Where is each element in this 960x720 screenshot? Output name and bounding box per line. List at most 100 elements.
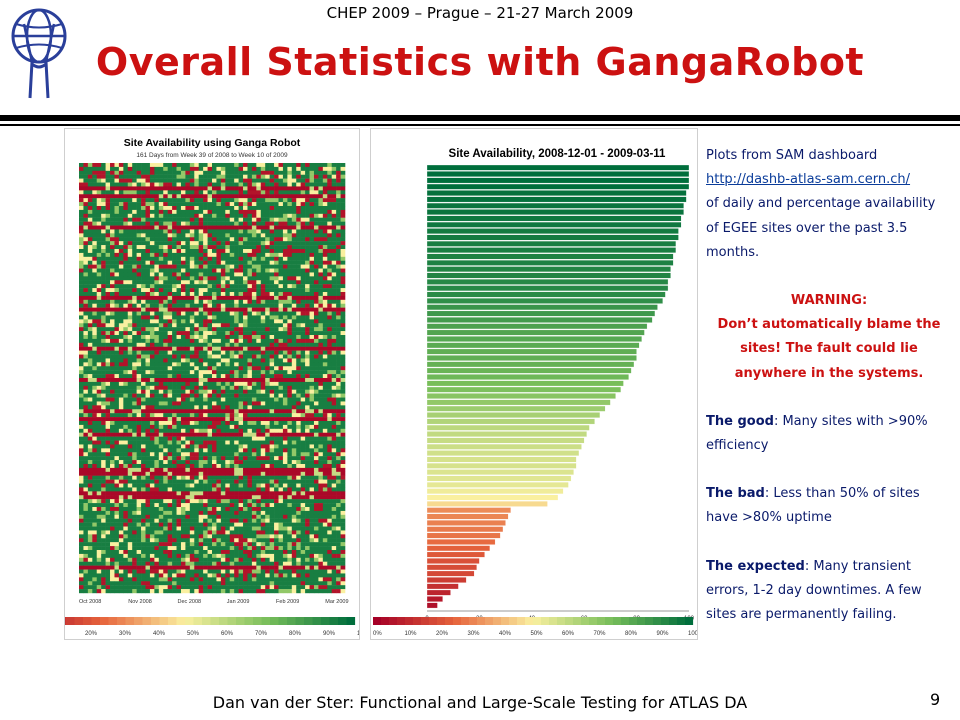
heatmap-cell (132, 475, 137, 480)
heatmap-cell (212, 335, 217, 340)
heatmap-cell (269, 424, 275, 430)
heatmap-cell (189, 346, 195, 351)
heatmap-cell (83, 307, 89, 312)
heatmap-cell (274, 378, 279, 383)
heatmap-cell (141, 225, 146, 230)
heatmap-cell (198, 471, 204, 476)
heatmap-cell (101, 366, 106, 371)
heatmap-cell (105, 256, 111, 261)
heatmap-cell (331, 424, 337, 430)
heatmap-cell (92, 303, 98, 308)
heatmap-cell (300, 295, 306, 301)
heatmap-cell (158, 198, 164, 203)
heatmap-cell (282, 432, 288, 437)
heatmap-cell (101, 421, 106, 426)
heatmap-cell (278, 483, 284, 488)
heatmap-cell (336, 397, 341, 402)
heatmap-cell (247, 374, 253, 379)
heatmap-cell (260, 307, 266, 312)
heatmap-cell (172, 424, 177, 430)
heatmap-cell (305, 381, 310, 387)
heatmap-cell (141, 178, 146, 183)
heatmap-cell (79, 432, 84, 437)
heatmap-cell (229, 417, 235, 422)
heatmap-cell (110, 424, 115, 430)
heatmap-cell (132, 213, 137, 218)
heatmap-cell (96, 249, 102, 254)
heatmap-cell (309, 178, 315, 183)
heatmap-cell (149, 166, 155, 172)
heatmap-cell (176, 264, 182, 269)
heatmap-cell (212, 264, 217, 269)
heatmap-cell (141, 213, 146, 218)
heatmap-cell (225, 409, 231, 414)
heatmap-cell (198, 198, 204, 203)
heatmap-cell (127, 350, 133, 355)
heatmap-cell (287, 358, 293, 363)
heatmap-cell (132, 272, 137, 277)
heatmap-cell (300, 440, 306, 445)
heatmap-cell (251, 307, 257, 312)
heatmap-cell (92, 237, 98, 242)
heatmap-cell (216, 370, 222, 375)
heatmap-cell (96, 295, 102, 301)
heatmap-cell (327, 213, 332, 218)
heatmap-cell (172, 241, 177, 246)
heatmap-cell (92, 378, 98, 383)
heatmap-cell (225, 338, 231, 344)
heatmap-cell (305, 194, 310, 199)
heatmap-cell (96, 241, 102, 246)
heatmap-cell (225, 292, 231, 297)
heatmap-cell (238, 299, 244, 304)
heatmap-cell (132, 166, 137, 172)
heatmap-cell (207, 292, 213, 297)
heatmap-cell (269, 436, 275, 441)
heatmap-cell (145, 311, 151, 316)
heatmap-cell (265, 323, 270, 328)
heatmap-cell (198, 182, 204, 187)
heatmap-cell (340, 288, 346, 293)
heatmap-cell (256, 280, 262, 285)
heatmap-cell (331, 249, 337, 254)
heatmap-cell (313, 213, 319, 218)
heatmap-cell (305, 237, 310, 242)
heatmap-cell (154, 362, 160, 367)
heatmap-cell (336, 252, 341, 258)
heatmap-cell (247, 471, 253, 476)
heatmap-cell (336, 280, 341, 285)
heatmap-cell (172, 350, 177, 355)
heatmap-cell (336, 479, 341, 484)
heatmap-cell (189, 370, 195, 375)
heatmap-cell (260, 260, 266, 265)
heatmap-cell (158, 471, 164, 476)
heatmap-cell (269, 409, 275, 414)
heatmap-cell (110, 385, 115, 390)
heatmap-cell (251, 256, 257, 261)
heatmap-cell (234, 311, 239, 316)
heatmap-cell (149, 241, 155, 246)
heatmap-cell (243, 421, 248, 426)
heatmap-cell (149, 249, 155, 254)
heatmap-cell (229, 378, 235, 383)
heatmap-cell (92, 272, 98, 277)
heatmap-cell (203, 303, 208, 308)
heatmap-cell (247, 467, 253, 473)
heatmap-cell (225, 299, 231, 304)
heatmap-cell (322, 182, 328, 187)
heatmap-cell (336, 170, 341, 175)
heatmap-cell (313, 249, 319, 254)
heatmap-cell (198, 190, 204, 195)
heatmap-cell (79, 354, 84, 359)
heatmap-cell (83, 170, 89, 175)
heatmap-cell (296, 452, 301, 457)
heatmap-cell (340, 428, 346, 433)
heatmap-cell (220, 417, 226, 422)
heatmap-cell (247, 299, 253, 304)
heatmap-cell (251, 471, 257, 476)
heatmap-cell (203, 366, 208, 371)
heatmap-cell (220, 166, 226, 172)
heatmap-cell (180, 432, 186, 437)
heatmap-cell (83, 362, 89, 367)
heatmap-cell (207, 366, 213, 371)
heatmap-cell (87, 350, 93, 355)
